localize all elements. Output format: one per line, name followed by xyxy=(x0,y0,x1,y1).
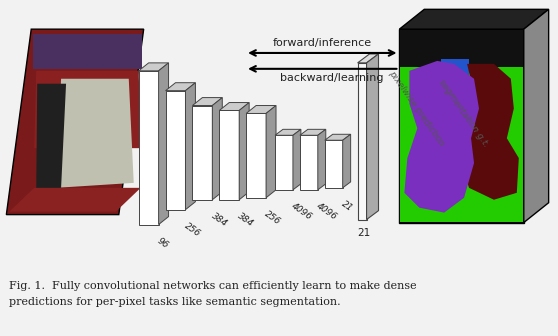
Polygon shape xyxy=(400,9,549,29)
Text: predictions for per-pixel tasks like semantic segmentation.: predictions for per-pixel tasks like sem… xyxy=(9,297,341,307)
Text: 384: 384 xyxy=(236,212,256,229)
Polygon shape xyxy=(358,63,367,219)
Polygon shape xyxy=(266,106,276,198)
Polygon shape xyxy=(193,97,222,106)
Polygon shape xyxy=(239,102,249,200)
Polygon shape xyxy=(300,129,326,135)
Polygon shape xyxy=(459,64,519,200)
Polygon shape xyxy=(246,114,266,198)
Polygon shape xyxy=(166,91,185,210)
Polygon shape xyxy=(524,9,549,222)
Polygon shape xyxy=(400,29,524,222)
Text: backward/learning: backward/learning xyxy=(281,73,384,83)
Text: 256: 256 xyxy=(263,210,282,227)
Polygon shape xyxy=(401,30,523,67)
Polygon shape xyxy=(405,61,479,213)
Text: Fig. 1.  Fully convolutional networks can efficiently learn to make dense: Fig. 1. Fully convolutional networks can… xyxy=(9,281,417,291)
Polygon shape xyxy=(441,59,469,79)
Polygon shape xyxy=(9,188,141,212)
Text: segmentation g.t.: segmentation g.t. xyxy=(437,77,490,148)
Polygon shape xyxy=(318,129,326,190)
Polygon shape xyxy=(325,134,350,140)
Text: 21: 21 xyxy=(340,200,354,214)
Text: 256: 256 xyxy=(182,221,202,239)
Text: forward/inference: forward/inference xyxy=(273,38,372,48)
Polygon shape xyxy=(219,102,249,111)
Polygon shape xyxy=(343,134,350,188)
Polygon shape xyxy=(219,111,239,200)
Polygon shape xyxy=(367,54,378,219)
Polygon shape xyxy=(293,129,301,190)
Polygon shape xyxy=(358,54,378,63)
Polygon shape xyxy=(158,63,169,224)
Polygon shape xyxy=(246,106,276,114)
Polygon shape xyxy=(275,129,301,135)
Polygon shape xyxy=(139,71,158,224)
Polygon shape xyxy=(166,83,195,91)
Polygon shape xyxy=(401,67,523,221)
Text: 4096: 4096 xyxy=(290,202,314,222)
Text: 96: 96 xyxy=(156,237,170,250)
Text: 21: 21 xyxy=(358,227,371,238)
Polygon shape xyxy=(185,83,195,210)
Polygon shape xyxy=(139,63,169,71)
Polygon shape xyxy=(275,135,293,190)
Polygon shape xyxy=(33,34,142,69)
Polygon shape xyxy=(300,135,318,190)
Polygon shape xyxy=(56,79,134,188)
Polygon shape xyxy=(193,106,213,200)
Text: pixelwise prediction: pixelwise prediction xyxy=(387,69,446,148)
Text: 4096: 4096 xyxy=(315,202,339,222)
Polygon shape xyxy=(6,29,143,215)
Polygon shape xyxy=(325,140,343,188)
Text: 384: 384 xyxy=(209,212,229,229)
Polygon shape xyxy=(36,84,66,193)
Polygon shape xyxy=(213,97,222,200)
Polygon shape xyxy=(34,71,141,148)
